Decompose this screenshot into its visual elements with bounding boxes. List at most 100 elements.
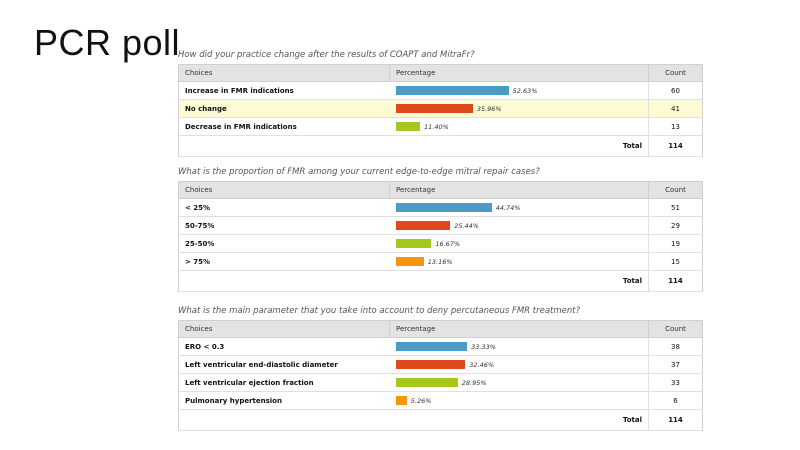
percentage-bar: [395, 239, 432, 248]
choice-label: 25-50%: [178, 234, 390, 253]
table-row: ERO < 0.3 33.33% 38: [178, 337, 703, 356]
percentage-bar: [395, 221, 451, 230]
total-row: Total 114: [178, 270, 703, 292]
poll-question: What is the main parameter that you take…: [178, 306, 581, 316]
total-label: Total: [389, 135, 649, 157]
percentage-bar: [395, 203, 492, 212]
total-spacer: [178, 409, 390, 431]
percentage-cell: 25.44%: [389, 216, 649, 235]
column-header-choices: Choices: [178, 320, 390, 338]
count-value: 41: [648, 99, 703, 118]
percentage-cell: 16.67%: [389, 234, 649, 253]
choice-label: Decrease in FMR indications: [178, 117, 390, 136]
table-row: Left ventricular ejection fraction 28.95%…: [178, 373, 703, 392]
percentage-label: 13.16%: [427, 257, 453, 266]
table-row: No change 35.96% 41: [178, 99, 703, 118]
table-header-row: Choices Percentage Count: [178, 181, 703, 199]
choice-label: 50-75%: [178, 216, 390, 235]
count-value: 51: [648, 198, 703, 217]
percentage-cell: 32.46%: [389, 355, 649, 374]
choice-label: Left ventricular end-diastolic diameter: [178, 355, 390, 374]
total-row: Total 114: [178, 409, 703, 431]
table-row: Increase in FMR indications 52.63% 60: [178, 81, 703, 100]
poll-block: What is the main parameter that you take…: [178, 306, 703, 431]
total-label: Total: [389, 270, 649, 292]
count-value: 15: [648, 252, 703, 271]
total-spacer: [178, 270, 390, 292]
count-value: 37: [648, 355, 703, 374]
percentage-bar: [395, 396, 407, 405]
choice-label: Pulmonary hypertension: [178, 391, 390, 410]
column-header-count: Count: [648, 320, 703, 338]
total-row: Total 114: [178, 135, 703, 157]
table-row: 25-50% 16.67% 19: [178, 234, 703, 253]
percentage-bar: [395, 104, 473, 113]
percentage-label: 25.44%: [454, 221, 479, 230]
percentage-cell: 44.74%: [389, 198, 649, 217]
percentage-label: 32.46%: [469, 360, 495, 369]
column-header-count: Count: [648, 181, 703, 199]
percentage-cell: 11.40%: [389, 117, 649, 136]
column-header-choices: Choices: [178, 181, 390, 199]
table-row: Decrease in FMR indications 11.40% 13: [178, 117, 703, 136]
table-row: 50-75% 25.44% 29: [178, 216, 703, 235]
choice-label: Increase in FMR indications: [178, 81, 390, 100]
percentage-bar: [395, 257, 424, 266]
percentage-cell: 28.95%: [389, 373, 649, 392]
percentage-cell: 52.63%: [389, 81, 649, 100]
count-value: 38: [648, 337, 703, 356]
percentage-label: 16.67%: [435, 239, 461, 248]
percentage-cell: 5.26%: [389, 391, 649, 410]
choice-label: Left ventricular ejection fraction: [178, 373, 390, 392]
percentage-bar: [395, 360, 466, 369]
table-row: < 25% 44.74% 51: [178, 198, 703, 217]
count-value: 60: [648, 81, 703, 100]
percentage-label: 44.74%: [495, 203, 521, 212]
table-row: Pulmonary hypertension 5.26% 6: [178, 391, 703, 410]
table-header-row: Choices Percentage Count: [178, 64, 703, 82]
count-value: 6: [648, 391, 703, 410]
poll-results-table: Choices Percentage Count < 25% 44.74% 51 50-75…: [178, 181, 703, 292]
percentage-label: 33.33%: [471, 342, 496, 351]
slide-title: PCR poll: [34, 22, 181, 63]
percentage-label: 5.26%: [410, 396, 432, 405]
percentage-cell: 35.96%: [389, 99, 649, 118]
table-row: > 75% 13.16% 15: [178, 252, 703, 271]
percentage-bar: [395, 122, 420, 131]
count-value: 13: [648, 117, 703, 136]
poll-question: How did your practice change after the r…: [178, 50, 475, 60]
column-header-percentage: Percentage: [389, 320, 649, 338]
poll-results-table: Choices Percentage Count Increase in FMR in…: [178, 64, 703, 157]
table-header-row: Choices Percentage Count: [178, 320, 703, 338]
percentage-label: 35.96%: [476, 104, 502, 113]
percentage-label: 52.63%: [512, 86, 538, 95]
total-label: Total: [389, 409, 649, 431]
column-header-percentage: Percentage: [389, 181, 649, 199]
column-header-choices: Choices: [178, 64, 390, 82]
poll-block: How did your practice change after the r…: [178, 50, 703, 157]
percentage-bar: [395, 378, 458, 387]
percentage-bar: [395, 342, 468, 351]
choice-label: ERO < 0.3: [178, 337, 390, 356]
count-value: 19: [648, 234, 703, 253]
total-value: 114: [648, 270, 703, 292]
choice-label: < 25%: [178, 198, 390, 217]
poll-block: What is the proportion of FMR among your…: [178, 167, 703, 292]
poll-results-table: Choices Percentage Count ERO < 0.3 33.33% 38 L…: [178, 320, 703, 431]
percentage-label: 11.40%: [424, 122, 449, 131]
count-value: 29: [648, 216, 703, 235]
poll-question: What is the proportion of FMR among your…: [178, 167, 540, 177]
count-value: 33: [648, 373, 703, 392]
total-value: 114: [648, 409, 703, 431]
table-row: Left ventricular end-diastolic diameter 3…: [178, 355, 703, 374]
column-header-percentage: Percentage: [389, 64, 649, 82]
percentage-cell: 33.33%: [389, 337, 649, 356]
choice-label: > 75%: [178, 252, 390, 271]
percentage-cell: 13.16%: [389, 252, 649, 271]
column-header-count: Count: [648, 64, 703, 82]
percentage-bar: [395, 86, 509, 95]
choice-label: No change: [178, 99, 390, 118]
total-value: 114: [648, 135, 703, 157]
total-spacer: [178, 135, 390, 157]
percentage-label: 28.95%: [461, 378, 487, 387]
